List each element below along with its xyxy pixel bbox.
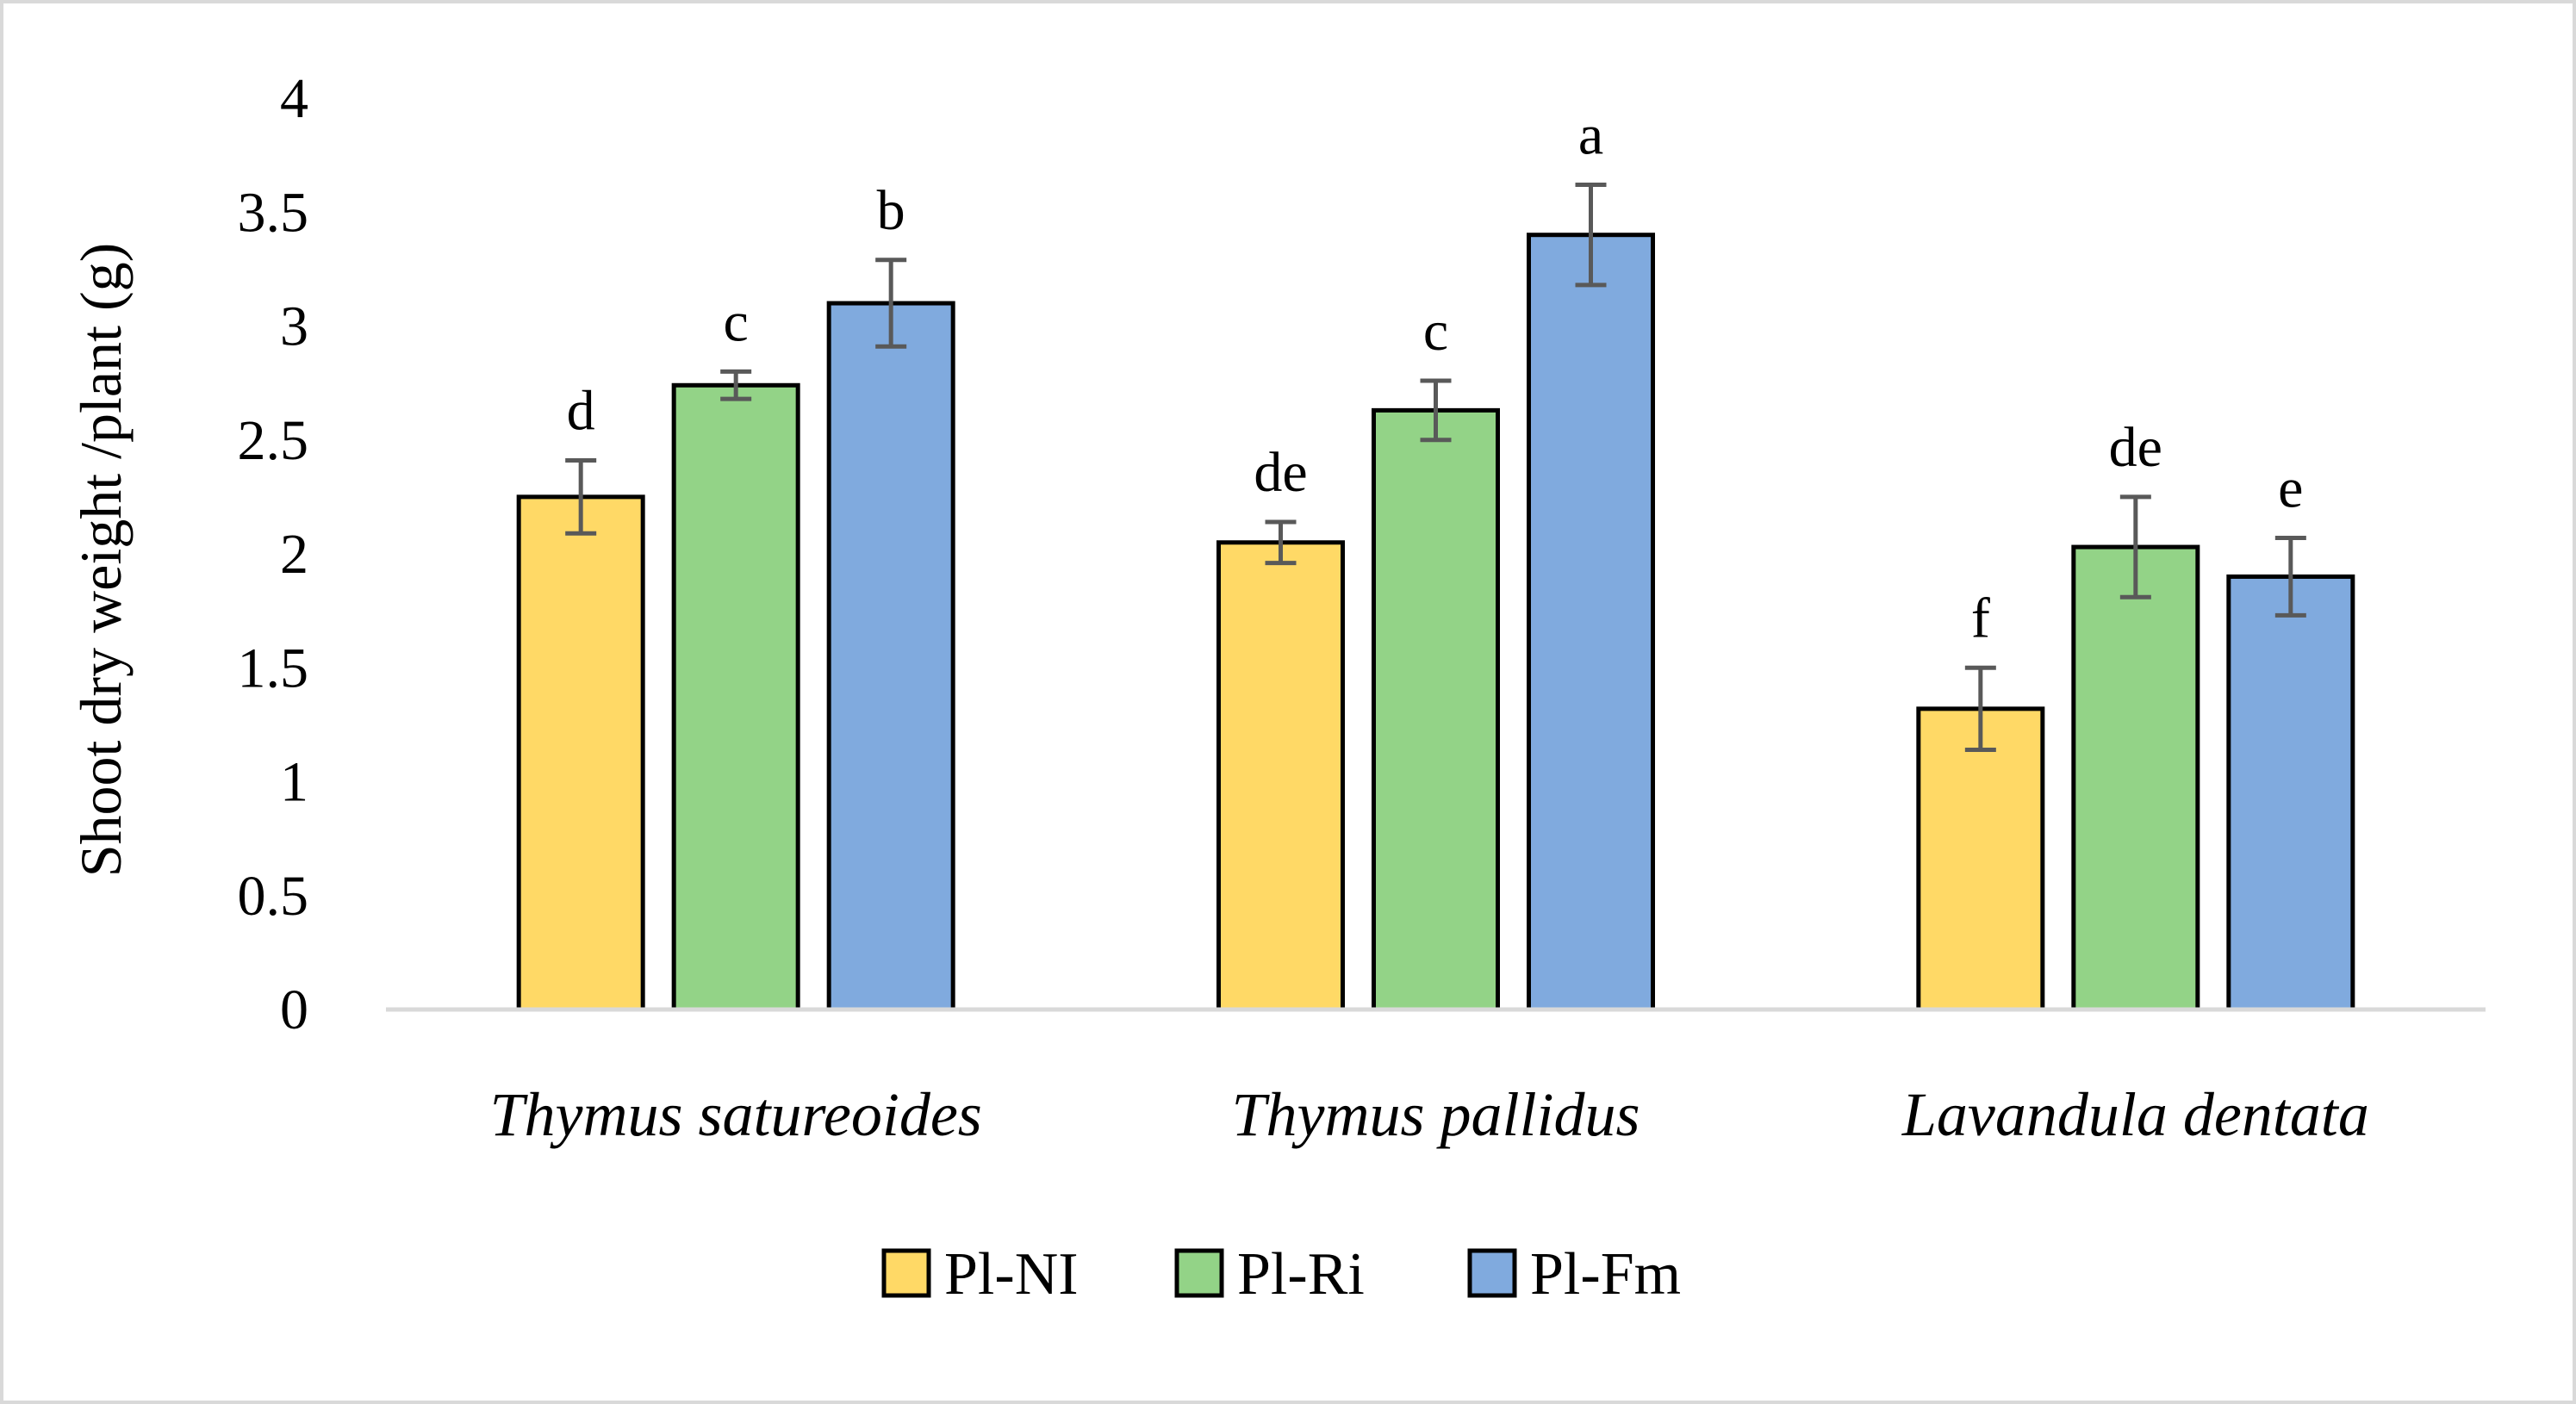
legend-swatch-pl-fm <box>1467 1248 1517 1298</box>
significance-letters: d c b de c a f de e <box>567 104 2304 650</box>
x-category-label: Thymus pallidus <box>1231 1080 1640 1149</box>
bar-pl-ri <box>2071 544 2200 1012</box>
significance-letter: f <box>1971 587 1990 649</box>
legend-label: Pl-Fm <box>1530 1241 1681 1308</box>
significance-letter: de <box>2109 416 2162 479</box>
x-category-label: Thymus satureoides <box>490 1080 982 1149</box>
bar-pl-ri <box>671 382 800 1012</box>
y-tick-label: 4 <box>280 67 308 130</box>
bar-pl-fm <box>1527 233 1655 1012</box>
legend-label: Pl-NI <box>944 1241 1079 1308</box>
bar-pl-ri <box>1372 407 1500 1012</box>
y-tick-label: 0.5 <box>238 865 309 928</box>
significance-letter: a <box>1578 104 1603 167</box>
bar-pl-fm <box>826 301 955 1012</box>
bar-pl-ni <box>516 494 645 1012</box>
y-tick-label: 1.5 <box>238 637 309 699</box>
bar-pl-ni <box>1916 706 2045 1012</box>
y-axis-label: Shoot dry weight /plant (g) <box>68 243 134 878</box>
legend-swatch-pl-ni <box>881 1248 931 1298</box>
significance-letter: de <box>1254 441 1307 504</box>
bar-pl-fm <box>2226 574 2355 1012</box>
significance-letter: b <box>877 179 905 242</box>
y-tick-label: 2.5 <box>238 409 309 472</box>
y-tick-label: 0 <box>280 978 308 1041</box>
y-tick-label: 3.5 <box>238 181 309 244</box>
y-axis-ticks: 0 0.5 1 1.5 2 2.5 3 3.5 4 <box>238 67 309 1041</box>
bars <box>516 233 2355 1012</box>
significance-letter: c <box>724 290 749 353</box>
significance-letter: c <box>1423 300 1448 363</box>
y-tick-label: 2 <box>280 523 308 586</box>
legend: Pl-NI Pl-Ri Pl-Fm <box>881 1241 1681 1308</box>
x-axis-categories: Thymus satureoides Thymus pallidus Lavandu… <box>490 1080 2369 1149</box>
significance-letter: e <box>2278 457 2303 519</box>
legend-swatch-pl-ri <box>1174 1248 1224 1298</box>
bar-pl-ni <box>1216 540 1345 1012</box>
y-tick-label: 1 <box>280 751 308 814</box>
y-tick-label: 3 <box>280 295 308 358</box>
error-bars <box>565 183 2306 752</box>
legend-label: Pl-Ri <box>1237 1241 1365 1308</box>
significance-letter: d <box>567 380 595 443</box>
x-category-label: Lavandula dentata <box>1901 1080 2369 1149</box>
